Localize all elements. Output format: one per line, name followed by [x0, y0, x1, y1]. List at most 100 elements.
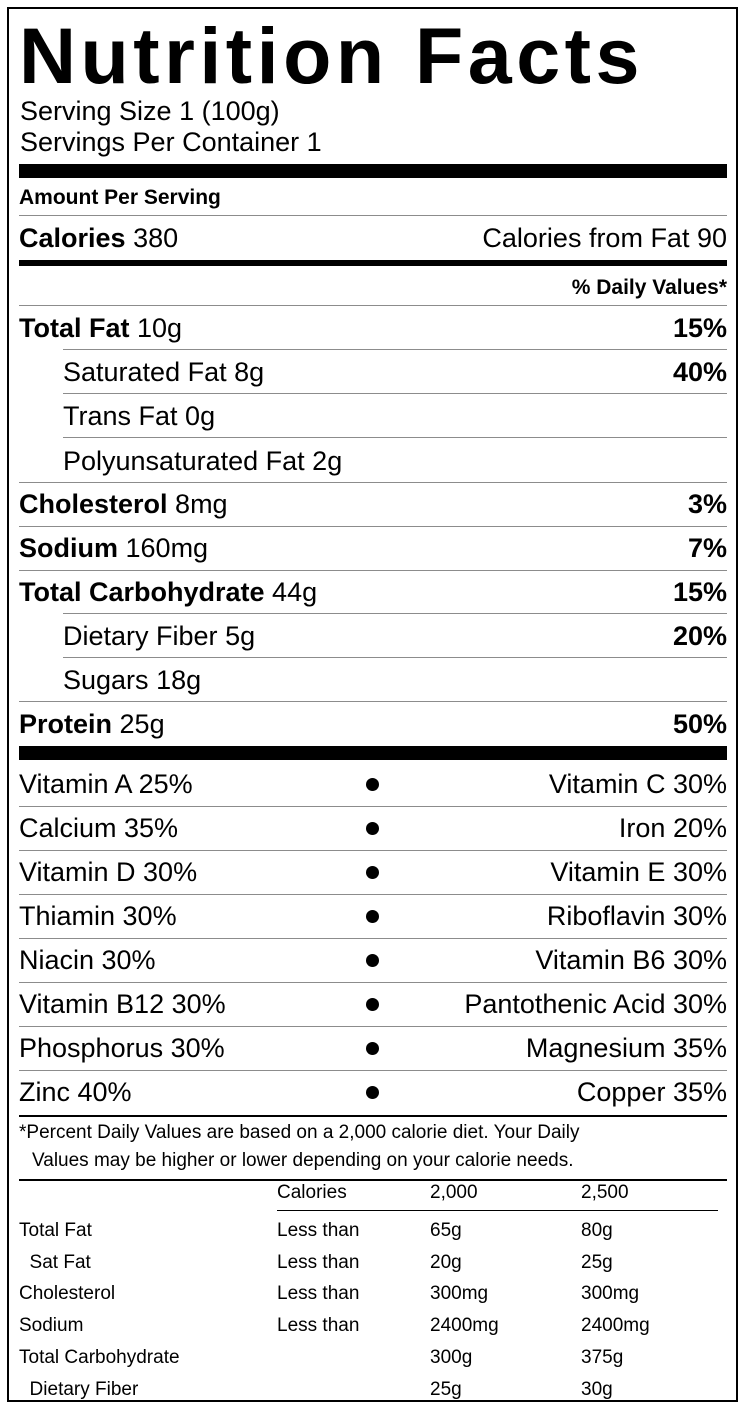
reference-row: Dietary Fiber 25g 30g	[19, 1374, 727, 1405]
bullet-icon	[366, 954, 379, 967]
nutrient-amount: 8g	[234, 357, 265, 387]
calories-from-fat: Calories from Fat 90	[482, 223, 727, 253]
vitamin-right: Vitamin C 30%	[548, 769, 727, 799]
reference-qualifier: Less than	[277, 1252, 360, 1273]
nutrient-dv: 15%	[672, 313, 727, 343]
reference-row: Total Fat Less than 65g 80g	[19, 1215, 727, 1246]
nutrient-row-total-fat: Total Fat 10g 15%	[19, 307, 727, 349]
nutrient-row-cholesterol: Cholesterol 8mg 3%	[19, 483, 727, 525]
nutrient-dv: 20%	[672, 621, 727, 651]
vitamin-row: Vitamin D 30% Vitamin E 30%	[19, 850, 727, 894]
vitamin-row: Vitamin B12 30% Pantothenic Acid 30%	[19, 982, 727, 1026]
nutrient-row-polyunsaturated-fat: Polyunsaturated Fat 2g	[19, 440, 727, 482]
nutrient-dv: 7%	[687, 533, 727, 563]
vitamin-left: Niacin 30%	[19, 945, 156, 975]
vitamin-row: Zinc 40% Copper 35%	[19, 1070, 727, 1114]
vitamin-row: Vitamin A 25% Vitamin C 30%	[19, 762, 727, 806]
bullet-icon	[366, 998, 379, 1011]
vitamin-left: Vitamin D 30%	[19, 857, 198, 887]
divider	[19, 1179, 727, 1181]
nutrient-label: Sugars	[63, 665, 149, 695]
calories-label: Calories	[19, 223, 126, 253]
divider	[19, 894, 727, 895]
reference-2500: 25g	[581, 1252, 613, 1273]
reference-header-row: Calories 2,000 2,500	[19, 1177, 727, 1208]
nutrient-row-sugars: Sugars 18g	[19, 659, 727, 701]
vitamin-right: Vitamin E 30%	[550, 857, 727, 887]
divider	[19, 701, 727, 702]
nutrient-label: Total Carbohydrate	[19, 577, 265, 607]
amount-per-serving: Amount Per Serving	[19, 186, 221, 209]
reference-row: Cholesterol Less than 300mg 300mg	[19, 1278, 727, 1309]
divider	[19, 806, 727, 807]
vitamin-row: Niacin 30% Vitamin B6 30%	[19, 938, 727, 982]
reference-2000: 2400mg	[430, 1315, 499, 1336]
vitamin-left: Vitamin B12 30%	[19, 989, 226, 1019]
reference-row: Sat Fat Less than 20g 25g	[19, 1247, 727, 1278]
amount-per-serving-row: Amount Per Serving	[19, 177, 727, 219]
nutrient-amount: 160mg	[125, 533, 209, 563]
nutrient-label: Total Fat	[19, 313, 130, 343]
reference-header-calories: Calories	[277, 1182, 347, 1203]
bullet-icon	[366, 1042, 379, 1055]
reference-2500: 30g	[581, 1379, 613, 1400]
reference-header-2000: 2,000	[430, 1182, 478, 1203]
divider	[277, 1210, 718, 1211]
reference-2500: 375g	[581, 1347, 624, 1368]
divider	[63, 613, 727, 614]
vitamin-left: Thiamin 30%	[19, 901, 177, 931]
reference-qualifier: Less than	[277, 1283, 360, 1304]
servings-per-container: Servings Per Container 1	[20, 127, 322, 157]
vitamin-left: Calcium 35%	[19, 813, 179, 843]
reference-2000: 300g	[430, 1347, 473, 1368]
bullet-icon	[366, 822, 379, 835]
thick-divider	[19, 164, 727, 178]
vitamin-right: Iron 20%	[618, 813, 727, 843]
divider	[19, 938, 727, 939]
nutrient-dv: 15%	[672, 577, 727, 607]
nutrient-row-sodium: Sodium 160mg 7%	[19, 527, 727, 569]
nutrient-dv: 40%	[672, 357, 727, 387]
thick-divider	[19, 746, 727, 760]
nutrient-row-dietary-fiber: Dietary Fiber 5g 20%	[19, 615, 727, 657]
divider	[19, 1115, 727, 1117]
reference-nutrient: Cholesterol	[19, 1283, 116, 1304]
nutrient-row-total-carbohydrate: Total Carbohydrate 44g 15%	[19, 571, 727, 613]
vitamin-right: Vitamin B6 30%	[535, 945, 727, 975]
divider	[19, 215, 727, 216]
nutrient-amount: 0g	[185, 401, 216, 431]
reference-header-2500: 2,500	[581, 1182, 629, 1203]
reference-2000: 65g	[430, 1220, 462, 1241]
bullet-icon	[366, 910, 379, 923]
divider	[63, 657, 727, 658]
reference-row: Sodium Less than 2400mg 2400mg	[19, 1310, 727, 1341]
daily-values-header-row: % Daily Values*	[19, 267, 727, 309]
reference-2000: 25g	[430, 1379, 462, 1400]
divider	[19, 850, 727, 851]
calories-row: Calories 380 Calories from Fat 90	[19, 217, 727, 259]
reference-qualifier: Less than	[277, 1315, 360, 1336]
nutrient-label: Polyunsaturated Fat	[63, 446, 305, 476]
nutrient-dv: 3%	[687, 489, 727, 519]
reference-nutrient: Sodium	[19, 1315, 84, 1336]
label-title: Nutrition Facts	[19, 11, 644, 100]
nutrient-amount: 18g	[156, 665, 202, 695]
reference-row: Total Carbohydrate 300g 375g	[19, 1342, 727, 1373]
nutrient-amount: 25g	[119, 709, 165, 739]
daily-values-header: % Daily Values*	[571, 276, 727, 299]
nutrient-amount: 5g	[225, 621, 256, 651]
nutrient-label: Saturated Fat	[63, 357, 227, 387]
vitamin-left: Zinc 40%	[19, 1077, 132, 1107]
divider	[19, 526, 727, 527]
nutrient-amount: 10g	[137, 313, 183, 343]
reference-2500: 2400mg	[581, 1315, 650, 1336]
nutrient-label: Dietary Fiber	[63, 621, 218, 651]
divider	[19, 1026, 727, 1027]
vitamin-row: Thiamin 30% Riboflavin 30%	[19, 894, 727, 938]
nutrient-row-saturated-fat: Saturated Fat 8g 40%	[19, 351, 727, 393]
vitamin-right: Pantothenic Acid 30%	[464, 989, 727, 1019]
nutrient-amount: 2g	[312, 446, 343, 476]
nutrient-row-protein: Protein 25g 50%	[19, 703, 727, 745]
divider	[63, 349, 727, 350]
reference-nutrient: Total Fat	[19, 1220, 92, 1241]
